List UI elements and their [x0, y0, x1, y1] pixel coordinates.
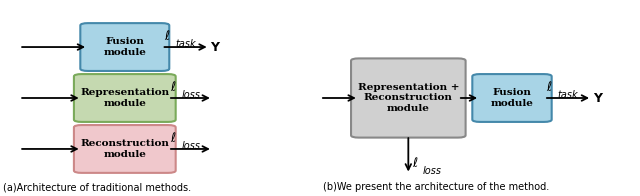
- FancyBboxPatch shape: [74, 125, 175, 173]
- Text: $\ell$: $\ell$: [412, 156, 418, 170]
- Text: Fusion
module: Fusion module: [491, 88, 533, 108]
- Text: loss: loss: [423, 165, 442, 176]
- FancyBboxPatch shape: [472, 74, 552, 122]
- Text: Representation +
Reconstruction
module: Representation + Reconstruction module: [358, 83, 459, 113]
- Text: task: task: [175, 39, 196, 49]
- Text: Representation
module: Representation module: [80, 88, 170, 108]
- Text: $\ell$: $\ell$: [170, 80, 177, 94]
- Text: loss: loss: [182, 141, 200, 151]
- Text: $\mathbf{Y}$: $\mathbf{Y}$: [210, 41, 221, 54]
- Text: (b)We present the architecture of the method.: (b)We present the architecture of the me…: [323, 182, 550, 192]
- Text: Reconstruction
module: Reconstruction module: [81, 139, 169, 159]
- Text: (a)Architecture of traditional methods.: (a)Architecture of traditional methods.: [3, 182, 191, 192]
- FancyBboxPatch shape: [351, 58, 466, 138]
- FancyBboxPatch shape: [81, 23, 169, 71]
- Text: $\ell$: $\ell$: [164, 29, 170, 43]
- Text: $\mathbf{Y}$: $\mathbf{Y}$: [593, 92, 604, 104]
- FancyBboxPatch shape: [74, 74, 175, 122]
- Text: $\ell$: $\ell$: [546, 80, 552, 94]
- Text: loss: loss: [182, 90, 200, 100]
- Text: task: task: [557, 90, 578, 100]
- Text: $\ell$: $\ell$: [170, 131, 177, 145]
- Text: Fusion
module: Fusion module: [104, 37, 146, 57]
